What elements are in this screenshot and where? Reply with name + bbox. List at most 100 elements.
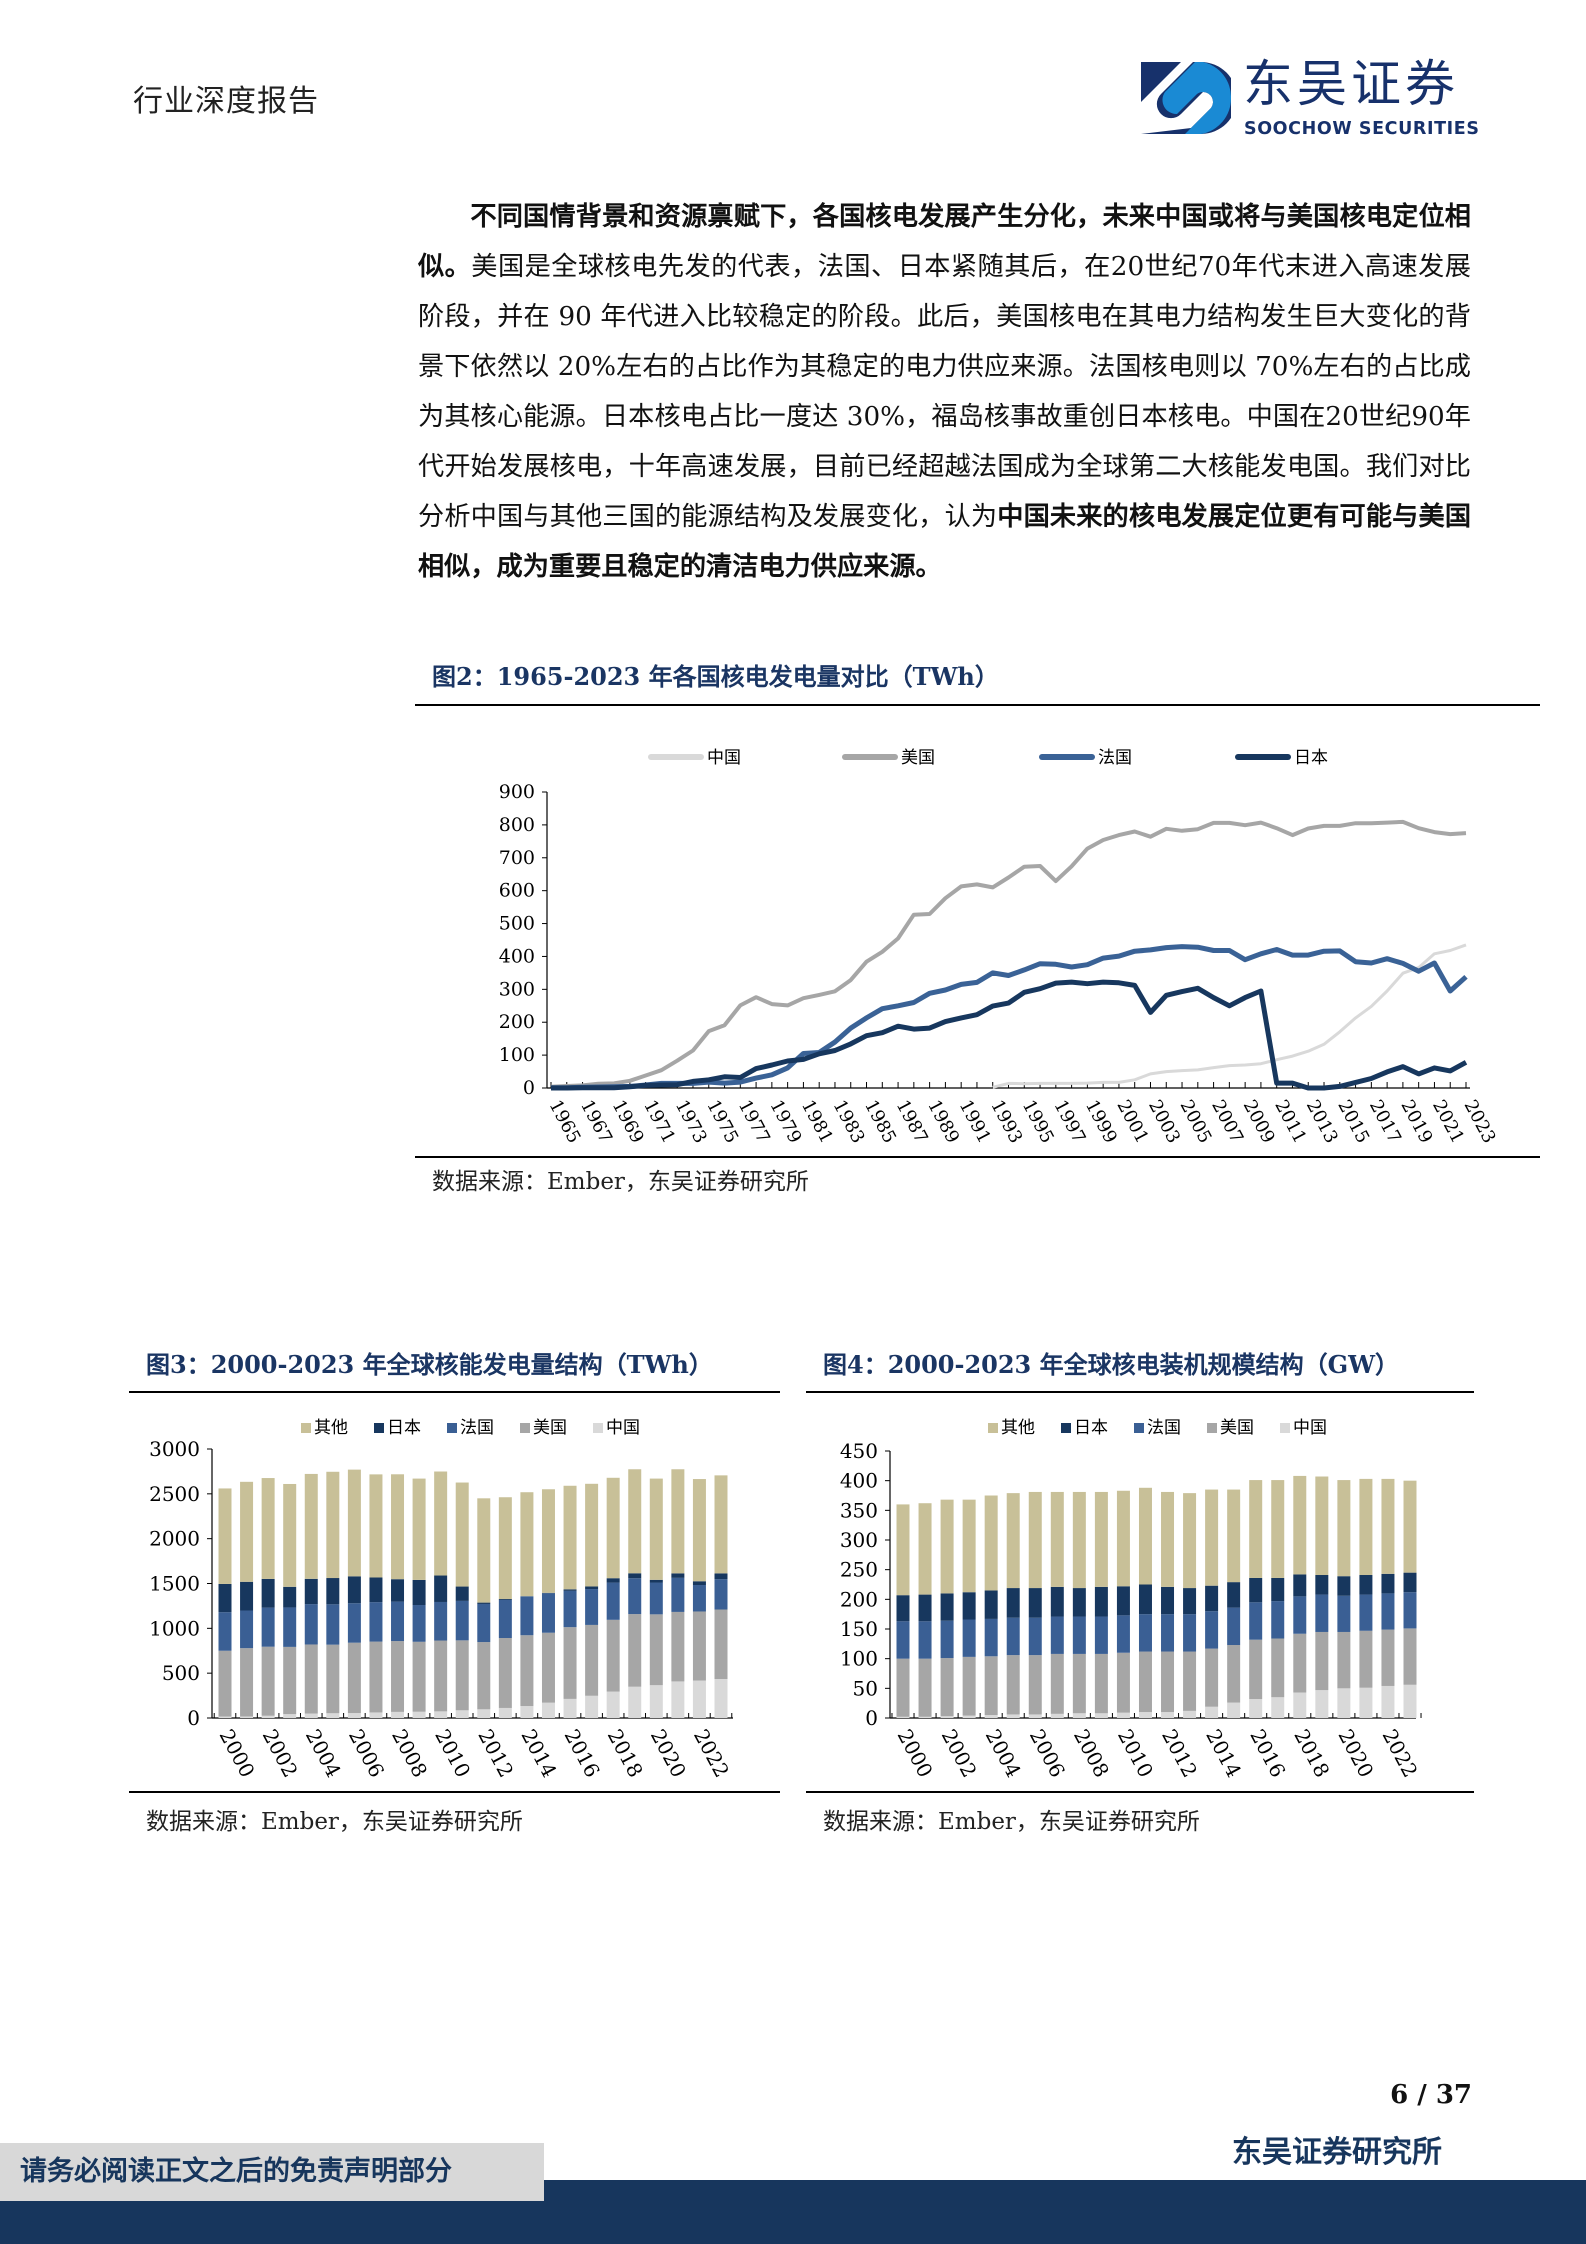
bar-segment-0 <box>326 1713 340 1718</box>
bar-segment-2 <box>1205 1611 1219 1649</box>
bar-segment-2 <box>692 1585 706 1612</box>
legend-label: 其他 <box>314 1418 348 1438</box>
bar-segment-0 <box>692 1680 706 1718</box>
bar-segment-3 <box>628 1573 642 1579</box>
fig4-title: 图4：2000-2023 年全球核电装机规模结构（GW） <box>823 1350 1400 1379</box>
bar-segment-1 <box>962 1656 976 1716</box>
bar-segment-4 <box>1271 1480 1285 1578</box>
bar-segment-3 <box>240 1581 254 1611</box>
paragraph-bold-lead: 不同国情背景和资源禀赋下，各国核电发展产生分化，未来中国或将与美国核电定位相似。 <box>418 201 1471 282</box>
bar-segment-0 <box>391 1711 405 1718</box>
bar-segment-1 <box>369 1641 383 1713</box>
y-tick-label: 100 <box>499 1044 535 1066</box>
bar-segment-2 <box>1403 1592 1417 1629</box>
bar-segment-3 <box>984 1590 998 1619</box>
bar-segment-1 <box>1381 1629 1395 1686</box>
bar-segment-0 <box>369 1712 383 1718</box>
bar-segment-2 <box>1315 1594 1329 1632</box>
bar-segment-1 <box>1227 1645 1241 1703</box>
bar-segment-2 <box>283 1607 297 1647</box>
bar-segment-2 <box>455 1600 469 1641</box>
series-line-1 <box>550 819 1467 1089</box>
bar-segment-1 <box>940 1658 954 1717</box>
bar-segment-1 <box>283 1646 297 1715</box>
bar-segment-4 <box>1315 1476 1329 1576</box>
bar-segment-3 <box>391 1579 405 1602</box>
bar-segment-1 <box>326 1644 340 1714</box>
y-tick-label: 50 <box>853 1676 878 1700</box>
bar-segment-4 <box>692 1479 706 1582</box>
y-tick-label: 250 <box>840 1558 878 1582</box>
x-tick-label: 2010 <box>1113 1725 1158 1781</box>
bar-segment-4 <box>962 1499 976 1593</box>
y-tick-label: 200 <box>840 1587 878 1611</box>
y-tick-label: 500 <box>499 913 535 935</box>
bar-segment-4 <box>671 1469 685 1574</box>
bar-segment-4 <box>520 1492 534 1597</box>
legend-label: 中国 <box>606 1418 640 1438</box>
x-tick-label: 2016 <box>1245 1725 1290 1781</box>
fig2-line-chart: 0100200300400500600700800900196519671969… <box>499 748 1500 1147</box>
bar-segment-1 <box>1050 1653 1064 1714</box>
bar-segment-1 <box>1183 1651 1197 1711</box>
y-tick-label: 0 <box>523 1077 535 1099</box>
bar-segment-4 <box>1161 1491 1175 1587</box>
bar-segment-1 <box>1072 1653 1086 1714</box>
bar-segment-2 <box>606 1582 620 1620</box>
bar-segment-3 <box>1050 1586 1064 1617</box>
bar-segment-2 <box>1359 1594 1373 1631</box>
y-tick-label: 1500 <box>149 1572 200 1596</box>
bar-segment-1 <box>455 1640 469 1711</box>
fig2-title: 图2：1965-2023 年各国核电发电量对比（TWh） <box>432 662 999 691</box>
fig2-bottom-rule <box>415 1156 1540 1158</box>
bar-segment-4 <box>1006 1493 1020 1589</box>
bar-segment-1 <box>1249 1639 1263 1700</box>
bar-segment-1 <box>1337 1631 1351 1689</box>
x-tick-label: 2000 <box>215 1725 260 1781</box>
y-tick-label: 300 <box>840 1528 878 1552</box>
bar-segment-0 <box>455 1710 469 1718</box>
bar-segment-0 <box>606 1691 620 1718</box>
bar-segment-1 <box>520 1635 534 1707</box>
y-tick-label: 400 <box>499 945 535 967</box>
bar-segment-0 <box>1072 1713 1086 1718</box>
bar-segment-0 <box>1227 1702 1241 1718</box>
bar-segment-3 <box>671 1573 685 1578</box>
bar-segment-3 <box>455 1586 469 1601</box>
bar-segment-1 <box>1094 1653 1108 1714</box>
fig2-source: 数据来源：Ember，东吴证券研究所 <box>432 1169 809 1195</box>
bar-segment-4 <box>606 1477 620 1579</box>
bar-segment-1 <box>1138 1651 1152 1713</box>
fig4-source: 数据来源：Ember，东吴证券研究所 <box>823 1809 1200 1835</box>
bar-segment-0 <box>520 1706 534 1718</box>
bar-segment-2 <box>1138 1614 1152 1652</box>
bar-segment-2 <box>541 1593 555 1633</box>
bar-segment-3 <box>606 1578 620 1583</box>
legend-swatch <box>301 1423 311 1433</box>
legend-swatch <box>1134 1423 1144 1433</box>
bar-segment-1 <box>304 1644 318 1714</box>
x-tick-label: 2023 <box>1460 1096 1500 1146</box>
bar-segment-0 <box>434 1711 448 1718</box>
series-line-2 <box>551 944 1468 1091</box>
y-tick-label: 450 <box>840 1439 878 1463</box>
legend-swatch <box>374 1423 384 1433</box>
bar-segment-2 <box>1337 1595 1351 1632</box>
bar-segment-2 <box>498 1599 512 1639</box>
bar-segment-1 <box>434 1640 448 1712</box>
x-tick-label: 2012 <box>473 1725 518 1781</box>
bar-segment-4 <box>714 1475 728 1574</box>
report-type-header: 行业深度报告 <box>133 84 319 119</box>
bar-segment-3 <box>1094 1586 1108 1617</box>
x-tick-label: 2020 <box>1333 1725 1378 1781</box>
bar-segment-0 <box>218 1716 232 1718</box>
bar-segment-0 <box>671 1681 685 1718</box>
bar-segment-2 <box>1072 1616 1086 1654</box>
y-tick-label: 600 <box>499 880 535 902</box>
bar-segment-1 <box>1116 1652 1130 1713</box>
legend-swatch <box>593 1423 603 1433</box>
series-line-3 <box>551 979 1468 1091</box>
y-tick-label: 2500 <box>149 1482 200 1506</box>
bar-segment-4 <box>541 1489 555 1593</box>
bar-segment-0 <box>1337 1688 1351 1718</box>
